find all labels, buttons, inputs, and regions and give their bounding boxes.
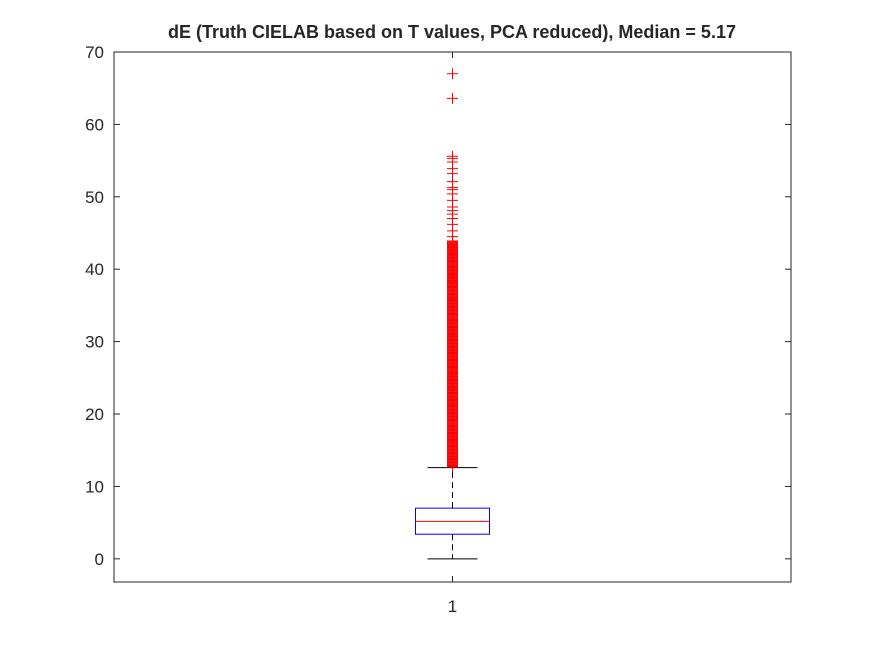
y-tick-label: 20	[85, 405, 104, 424]
outlier-marker	[447, 92, 458, 104]
y-tick-label: 0	[95, 550, 104, 569]
y-tick-label: 10	[85, 477, 104, 496]
y-tick-label: 40	[85, 260, 104, 279]
outlier-marker	[447, 68, 458, 80]
y-tick-label: 60	[85, 115, 104, 134]
y-tick-label: 70	[85, 43, 104, 62]
chart-title: dE (Truth CIELAB based on T values, PCA …	[168, 22, 736, 42]
outlier-marker	[447, 150, 458, 162]
plot-area: 0 10 20 30 40 50 60 70 1	[85, 43, 792, 616]
y-tick-label: 50	[85, 188, 104, 207]
x-tick-label: 1	[448, 597, 457, 616]
y-tick-label: 30	[85, 333, 104, 352]
